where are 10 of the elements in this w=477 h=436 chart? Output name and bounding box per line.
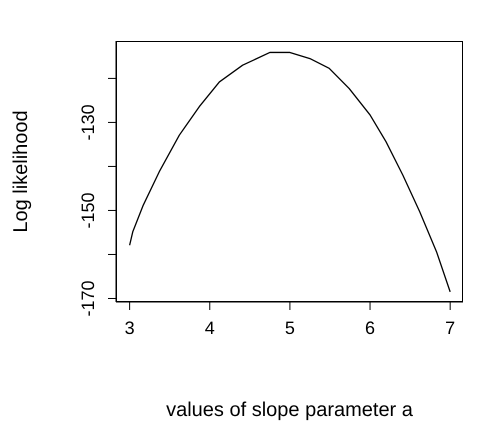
y-tick-label: -170 [78,280,98,316]
x-tick-label: 7 [445,318,456,338]
y-tick-label: -130 [78,104,98,140]
x-tick-label: 6 [365,318,376,338]
y-axis-title: Log likelihood [10,110,32,233]
x-tick-label: 3 [124,318,135,338]
y-tick-label: -150 [78,192,98,228]
x-tick-label: 4 [204,318,215,338]
x-axis-title: values of slope parameter a [166,399,414,421]
x-tick-label: 5 [284,318,295,338]
